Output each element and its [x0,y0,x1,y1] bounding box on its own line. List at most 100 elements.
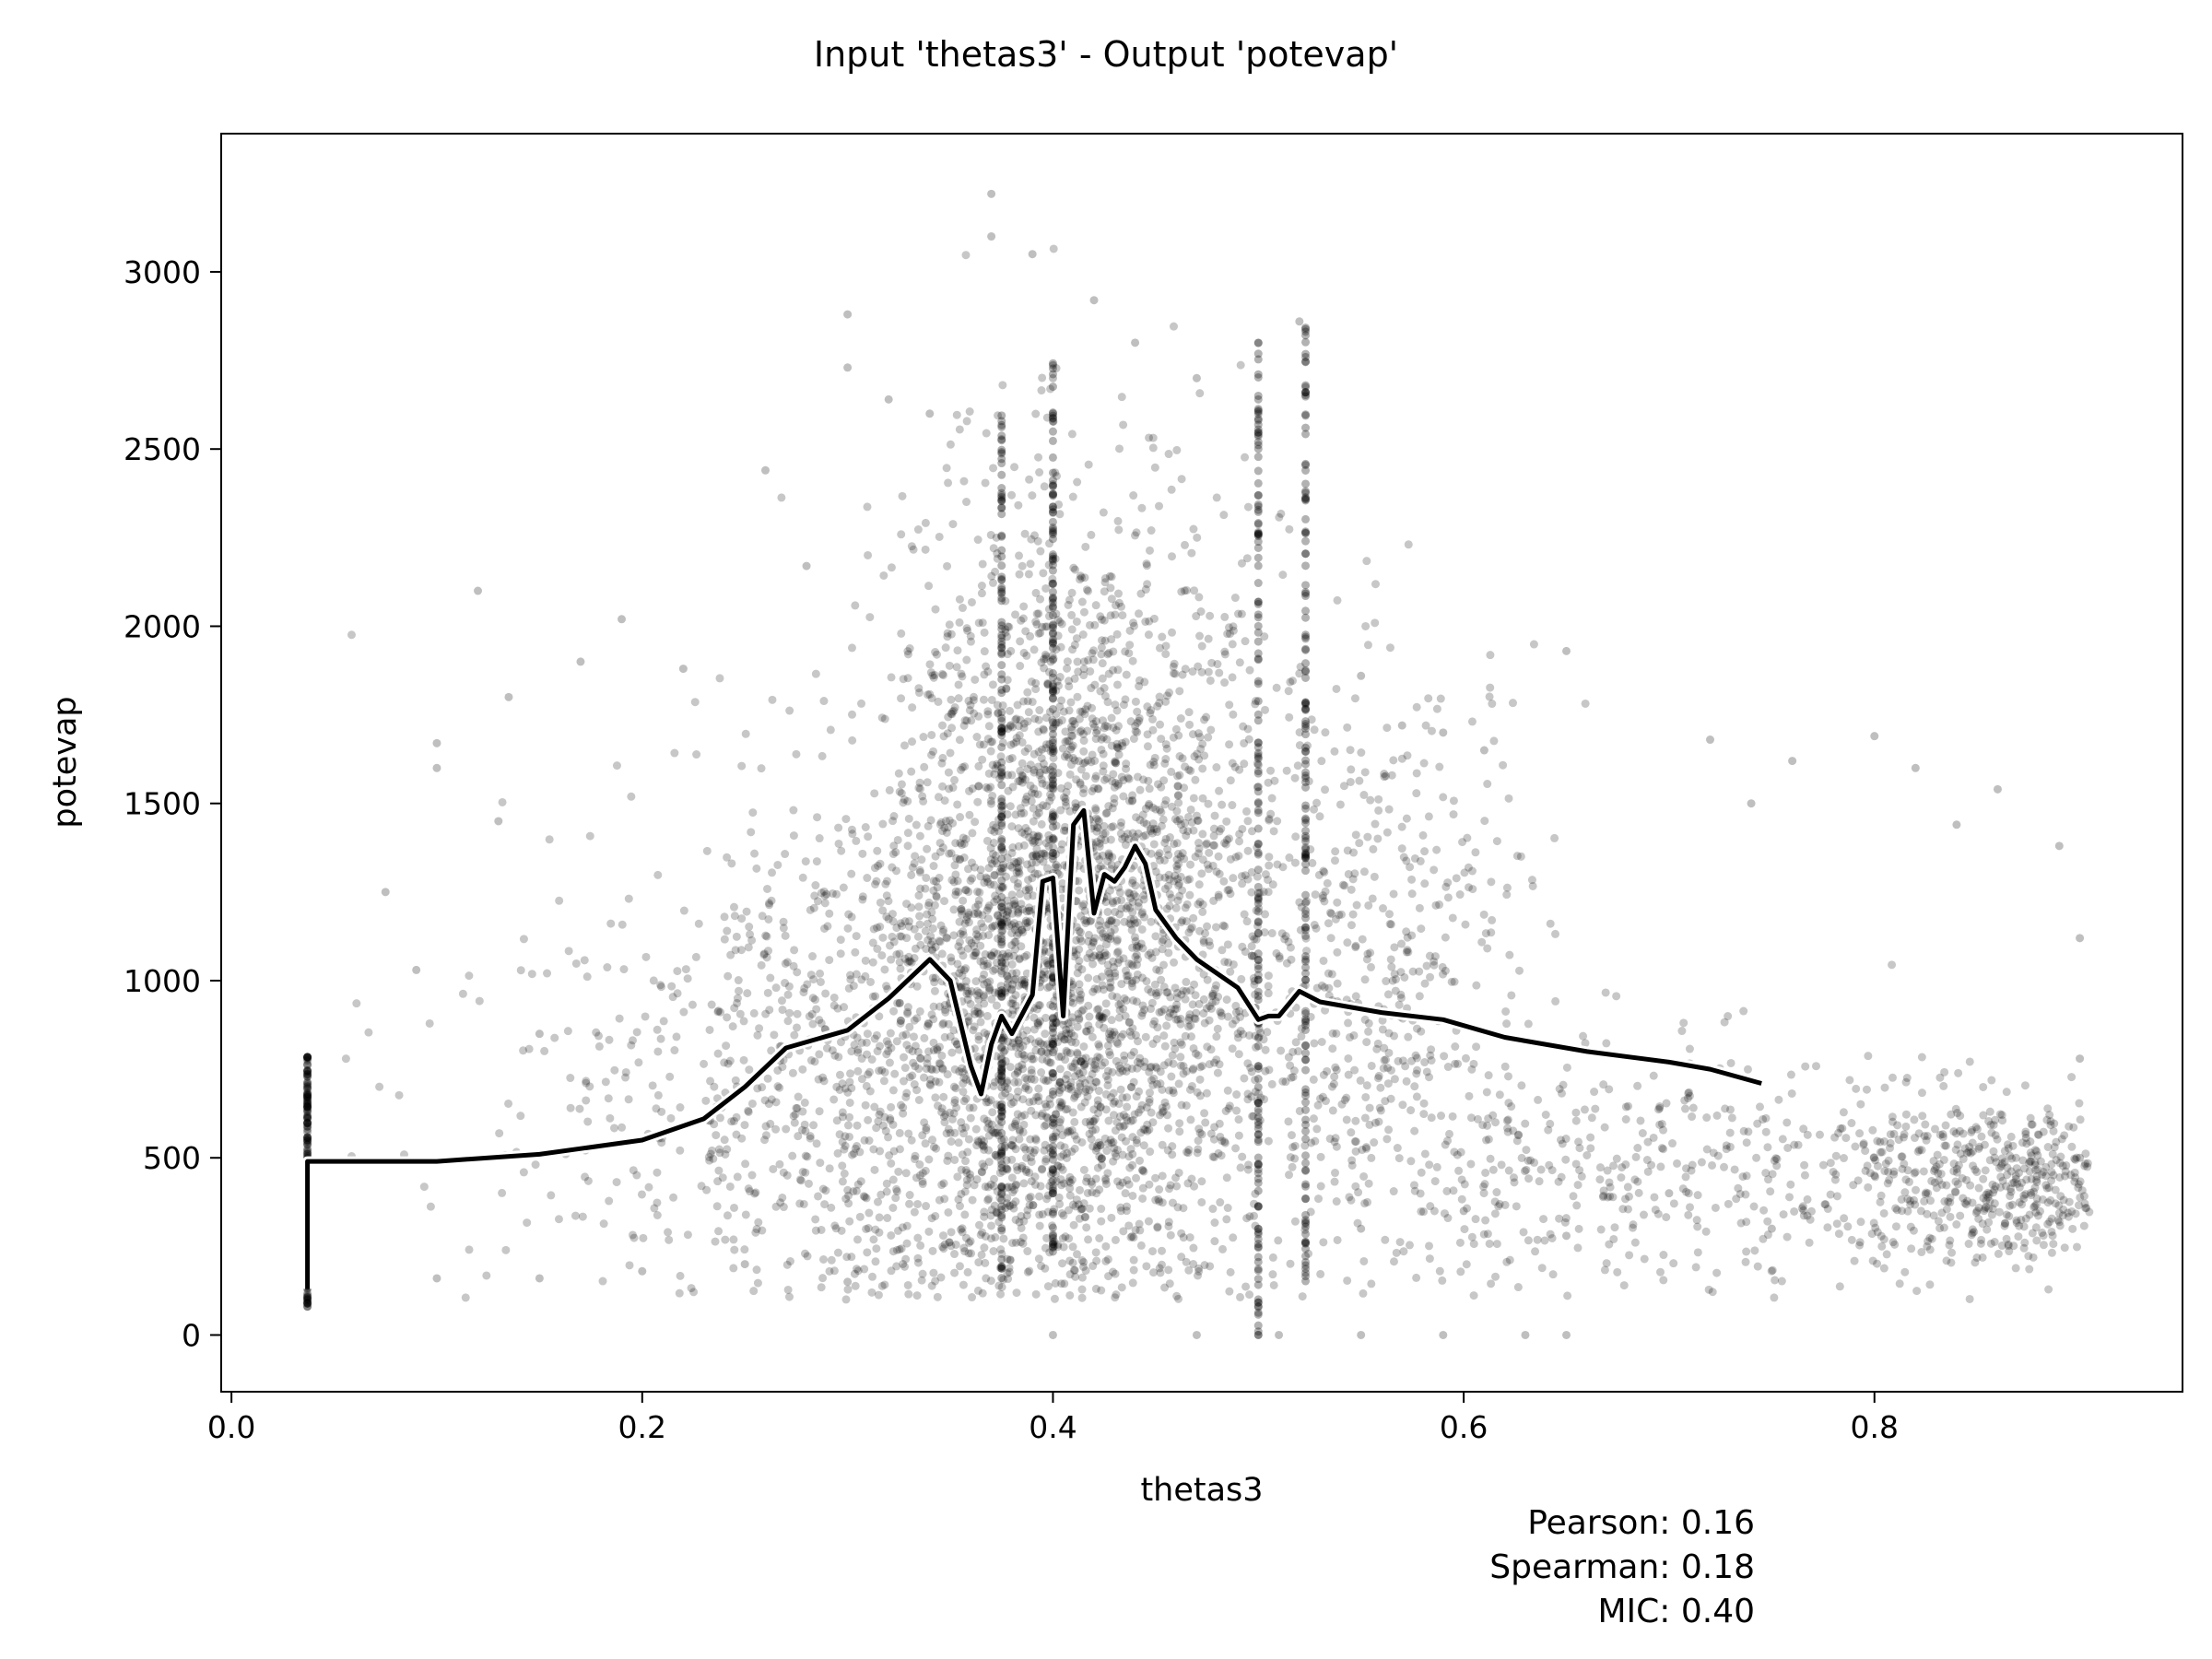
scatter-point [1528,881,1537,890]
scatter-point [865,1208,874,1218]
scatter-point [1091,1248,1100,1257]
scatter-point [1430,1177,1440,1186]
scatter-point [1129,1047,1138,1056]
scatter-point [1367,1279,1376,1288]
scatter-point [950,1096,959,1105]
scatter-point [965,786,974,795]
scatter-point [724,971,733,981]
scatter-point [1083,1188,1092,1197]
scatter-point [857,699,866,708]
scatter-point [1087,530,1096,539]
scatter-point [1128,878,1137,888]
scatter-point [1205,848,1214,857]
scatter-point [999,916,1008,925]
scatter-point [1293,761,1302,771]
scatter-point [1265,861,1274,870]
scatter-point [1335,800,1345,809]
scatter-point [742,907,751,916]
scatter-point [1114,525,1124,535]
scatter-point [1114,744,1124,753]
scatter-point [945,849,954,858]
scatter-point [1374,1071,1383,1080]
scatter-point [1103,1081,1112,1090]
scatter-point [1264,989,1273,998]
scatter-point [1278,571,1288,580]
scatter-point [1095,1233,1104,1242]
scatter-point [1124,959,1134,968]
scatter-point [851,601,860,610]
scatter-point [1036,547,1045,556]
scatter-point [940,1001,949,1010]
scatter-point [1147,829,1157,838]
scatter-point [1186,860,1195,869]
scatter-point [1037,1165,1046,1174]
scatter-point [863,874,872,883]
scatter-point [1426,1202,1435,1211]
scatter-point [922,945,931,954]
scatter-point [1112,896,1122,905]
scatter-point [876,1147,885,1156]
scatter-point [1195,389,1205,398]
scatter-point [971,1009,980,1018]
scatter-point [972,1141,982,1150]
scatter-point [1082,916,1091,925]
scatter-point [1104,1047,1113,1056]
scatter-point [1182,1257,1191,1266]
scatter-point [1503,1072,1512,1081]
scatter-point [911,1062,920,1071]
scatter-point [1159,1107,1168,1116]
scatter-point [1072,935,1081,945]
scatter-point [1068,1200,1077,1209]
scatter-point [1009,975,1018,984]
scatter-point [897,530,906,539]
scatter-point [1426,1051,1435,1060]
scatter-point [1194,593,1204,602]
scatter-point [1165,1184,1174,1194]
scatter-point [1835,1282,1844,1291]
scatter-point [1435,762,1444,771]
scatter-point [993,761,1002,771]
scatter-point [1203,922,1212,931]
scatter-point [1216,1007,1225,1017]
scatter-point [1087,758,1096,767]
scatter-point [1291,832,1300,841]
scatter-point [1484,1114,1493,1124]
scatter-point [740,1245,749,1254]
scatter-point [1238,1152,1247,1161]
scatter-point [885,785,894,794]
scatter-point [946,1108,955,1117]
scatter-point [1384,1125,1394,1135]
scatter-point [1417,924,1426,934]
scatter-point [1163,988,1172,997]
scatter-point [1379,904,1388,913]
scatter-point [961,886,971,895]
scatter-point [1161,650,1171,659]
scatter-point [993,1187,1002,1196]
scatter-point [741,729,750,738]
scatter-point [1649,1133,1658,1142]
scatter-point [1182,586,1191,595]
scatter-point [1131,697,1140,706]
scatter-point [757,764,766,773]
scatter-point [987,826,996,835]
scatter-point [1171,1044,1180,1053]
scatter-point [1453,1150,1462,1159]
scatter-point [775,1159,784,1169]
scatter-point [504,692,513,701]
scatter-point [735,1009,745,1018]
scatter-point [1761,1113,1771,1123]
scatter-point [1057,1032,1066,1041]
scatter-point [1086,620,1095,629]
scatter-point [1091,735,1100,744]
scatter-point [1059,707,1068,716]
scatter-point [1015,570,1024,579]
scatter-point [1102,773,1112,782]
scatter-point [1410,1082,1419,1091]
scatter-point [1048,776,1057,785]
scatter-point [761,931,771,940]
scatter-point [1439,1330,1448,1339]
scatter-point [1225,740,1234,749]
scatter-point [1221,840,1230,849]
scatter-point [1126,1145,1135,1154]
scatter-point [1010,463,1019,472]
